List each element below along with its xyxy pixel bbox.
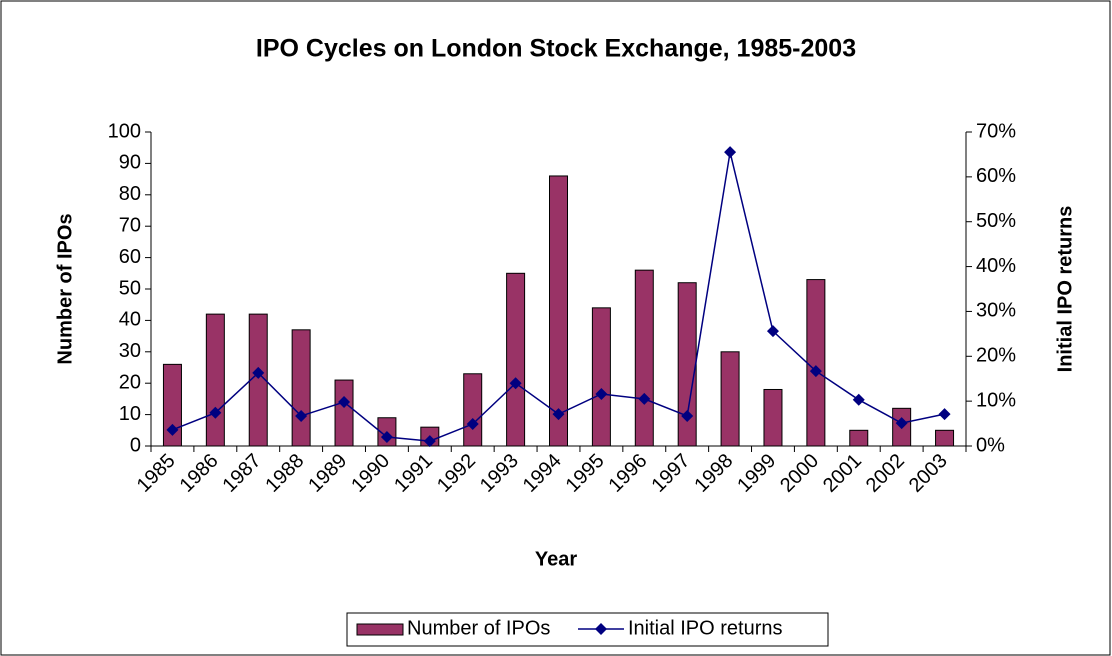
y2-tick-label: 20%: [976, 345, 1016, 367]
bar: [935, 429, 955, 447]
y2-axis-title: Initial IPO returns: [1054, 206, 1076, 373]
bar: [806, 279, 826, 447]
bar: [549, 175, 568, 447]
y-axis-title: Number of IPOs: [54, 213, 76, 364]
bar: [720, 351, 740, 447]
marker: [338, 396, 351, 409]
bar: [634, 269, 654, 447]
marker: [466, 418, 479, 431]
y-tick-label: 60: [119, 246, 141, 268]
marker: [895, 417, 908, 430]
legend-label: Initial IPO returns: [628, 617, 783, 639]
bar: [162, 363, 182, 447]
marker: [681, 409, 694, 422]
marker: [809, 365, 822, 378]
y-tick-label: 70: [119, 214, 141, 236]
y2-tick-label: 40%: [976, 255, 1016, 277]
marker: [766, 325, 779, 338]
bar: [248, 313, 268, 447]
chart-title: IPO Cycles on London Stock Exchange, 198…: [256, 35, 856, 63]
y-tick-label: 20: [119, 371, 141, 393]
y-tick-label: 80: [119, 183, 141, 205]
y2-tick-label: 50%: [976, 210, 1016, 232]
y-tick-label: 10: [119, 403, 141, 425]
y2-tick-label: 30%: [976, 300, 1016, 322]
legend-marker: [595, 623, 607, 635]
marker: [595, 387, 608, 400]
y-tick-label: 100: [108, 120, 141, 142]
y2-tick-label: 60%: [976, 165, 1016, 187]
legend-swatch: [356, 623, 404, 636]
marker: [852, 393, 865, 406]
x-axis-title: Year: [535, 548, 577, 570]
marker: [638, 392, 651, 405]
bar: [763, 388, 783, 447]
bar: [205, 313, 225, 447]
bar: [849, 429, 869, 447]
marker: [724, 146, 737, 159]
bar: [334, 379, 354, 447]
marker: [295, 409, 308, 422]
marker: [552, 408, 565, 421]
bar: [291, 329, 311, 447]
legend-label: Number of IPOs: [407, 617, 550, 639]
y-tick-label: 40: [119, 309, 141, 331]
y-tick-label: 0: [130, 434, 141, 456]
y2-tick-label: 0%: [976, 434, 1005, 456]
bar: [506, 272, 526, 447]
bar: [591, 307, 611, 447]
marker: [423, 435, 436, 448]
marker: [166, 423, 179, 436]
y2-tick-label: 70%: [976, 120, 1016, 142]
y-tick-label: 30: [119, 340, 141, 362]
marker: [509, 377, 522, 390]
y2-tick-label: 10%: [976, 389, 1016, 411]
y-tick-label: 90: [119, 152, 141, 174]
marker: [209, 406, 222, 419]
bar: [463, 373, 483, 447]
marker: [252, 366, 265, 379]
marker: [938, 408, 951, 421]
marker: [380, 431, 393, 444]
y-tick-label: 50: [119, 277, 141, 299]
